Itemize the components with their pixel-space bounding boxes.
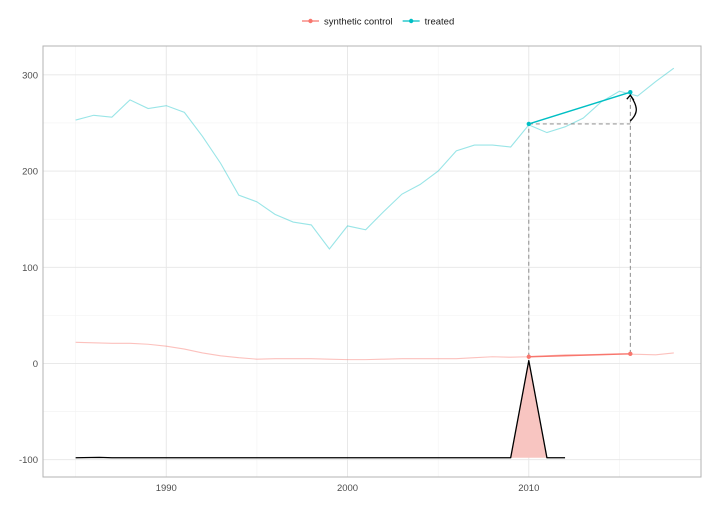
legend-treated: treated (402, 17, 455, 28)
x-tick-label: 1990 (156, 483, 177, 494)
synthetic-control-point (526, 354, 531, 359)
legend-treated-key-point (408, 18, 414, 24)
treated-history-line (75, 67, 675, 250)
x-tick-label: 2000 (337, 483, 358, 494)
y-tick-label: 300 (22, 70, 38, 81)
y-tick-label: 100 (22, 263, 38, 274)
chart-marks (75, 67, 675, 459)
synthetic-control-highlight-line (528, 353, 631, 358)
legend-synthetic-control: synthetic control (302, 17, 393, 28)
y-tick-label: -100 (19, 455, 38, 466)
intervention-indicator-line (75, 359, 566, 459)
major-gridlines (43, 46, 701, 477)
intervention-spike-fill (510, 360, 547, 458)
minor-gridlines (43, 46, 701, 477)
x-tick-label: 2010 (518, 483, 539, 494)
axis-labels: 1990 2000 2010 -100 0 100 200 300 (19, 70, 539, 494)
effect-arrowhead (626, 94, 635, 101)
y-tick-label: 200 (22, 167, 38, 178)
treated-highlight-line (528, 91, 631, 125)
legend-synthetic-control-key-point (308, 18, 313, 24)
legend-treated-label: treated (425, 17, 455, 28)
treated-point (526, 121, 531, 127)
plot-panel (43, 46, 701, 477)
y-tick-label: 0 (33, 359, 38, 370)
legend-synthetic-control-label: synthetic control (324, 17, 393, 28)
treated-point (628, 89, 633, 95)
synthetic-control-point (628, 351, 633, 357)
panel-border (42, 45, 702, 478)
legend: synthetic control treated (302, 17, 454, 28)
